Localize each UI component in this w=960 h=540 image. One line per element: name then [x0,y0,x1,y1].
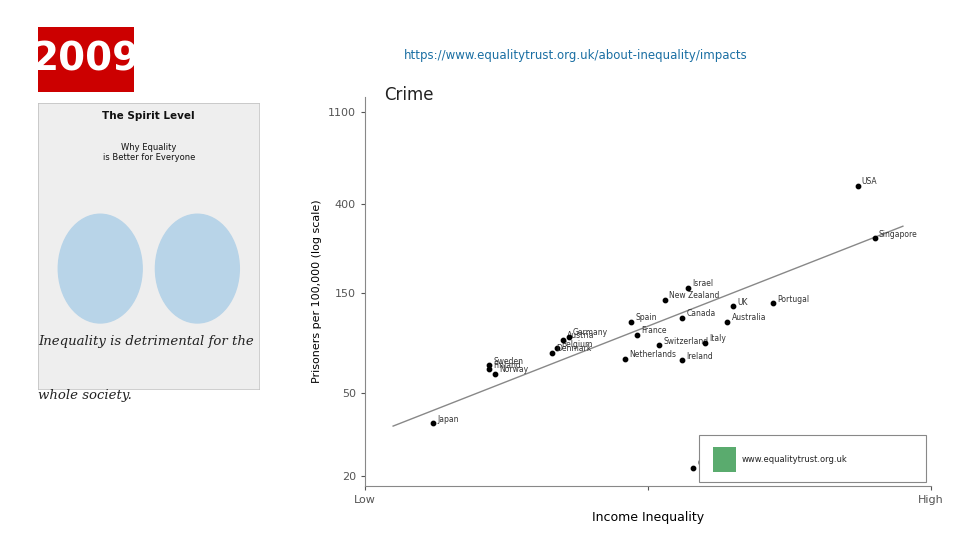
Y-axis label: Prisoners per 100,000 (log scale): Prisoners per 100,000 (log scale) [312,200,323,383]
Text: UK: UK [737,298,748,307]
Text: The Spirit Level: The Spirit Level [103,111,195,121]
Text: https://www.equalitytrust.org.uk/about-inequality/impacts: https://www.equalitytrust.org.uk/about-i… [404,49,748,62]
Point [561,333,576,341]
Point [867,234,882,242]
Point [550,344,565,353]
Circle shape [156,214,239,323]
Text: Why Equality
is Better for Everyone: Why Equality is Better for Everyone [103,143,195,162]
Point [674,313,689,322]
Point [685,463,701,472]
Text: Sweden: Sweden [493,357,523,366]
Text: Austria: Austria [567,332,594,340]
Point [850,181,865,190]
Text: Inequality is detrimental for the: Inequality is detrimental for the [38,335,254,348]
Point [623,317,638,326]
Text: Denmark: Denmark [556,345,591,353]
Point [617,354,633,363]
Text: www.equalitytrust.org.uk: www.equalitytrust.org.uk [741,455,848,464]
FancyBboxPatch shape [699,435,925,482]
Text: Singapore: Singapore [878,230,918,239]
Text: 2009: 2009 [33,40,140,78]
Text: whole society.: whole society. [38,389,132,402]
Point [652,341,667,349]
Text: Australia: Australia [732,313,766,322]
Point [482,361,497,369]
Point [555,335,570,344]
Text: Canada: Canada [686,309,715,318]
Text: Portugal: Portugal [777,294,809,303]
Circle shape [59,214,142,323]
Text: USA: USA [862,178,877,186]
Point [482,365,497,374]
Point [720,317,735,326]
X-axis label: Income Inequality: Income Inequality [592,511,704,524]
Text: Finland: Finland [493,361,521,370]
Point [544,348,560,357]
Point [425,418,441,427]
Text: Italy: Italy [708,334,726,343]
Text: Norway: Norway [499,365,528,374]
Point [629,330,644,339]
Text: Netherlands: Netherlands [630,350,677,360]
Point [726,302,741,310]
Point [658,295,673,304]
Text: Greece: Greece [698,460,725,468]
Text: Spain: Spain [636,313,657,322]
Text: France: France [641,327,666,335]
Point [488,369,503,378]
Text: New Zealand: New Zealand [669,291,720,300]
Text: Belgium: Belgium [562,340,593,349]
Text: Crime: Crime [384,86,434,104]
Text: Switzerland: Switzerland [663,336,708,346]
Text: Japan: Japan [437,415,459,424]
Text: Germany: Germany [573,328,608,338]
Point [680,283,695,292]
Text: Ireland: Ireland [686,352,713,361]
Text: Israel: Israel [692,279,713,288]
Point [765,299,780,307]
Point [674,356,689,364]
Point [697,339,712,347]
Bar [713,447,735,472]
